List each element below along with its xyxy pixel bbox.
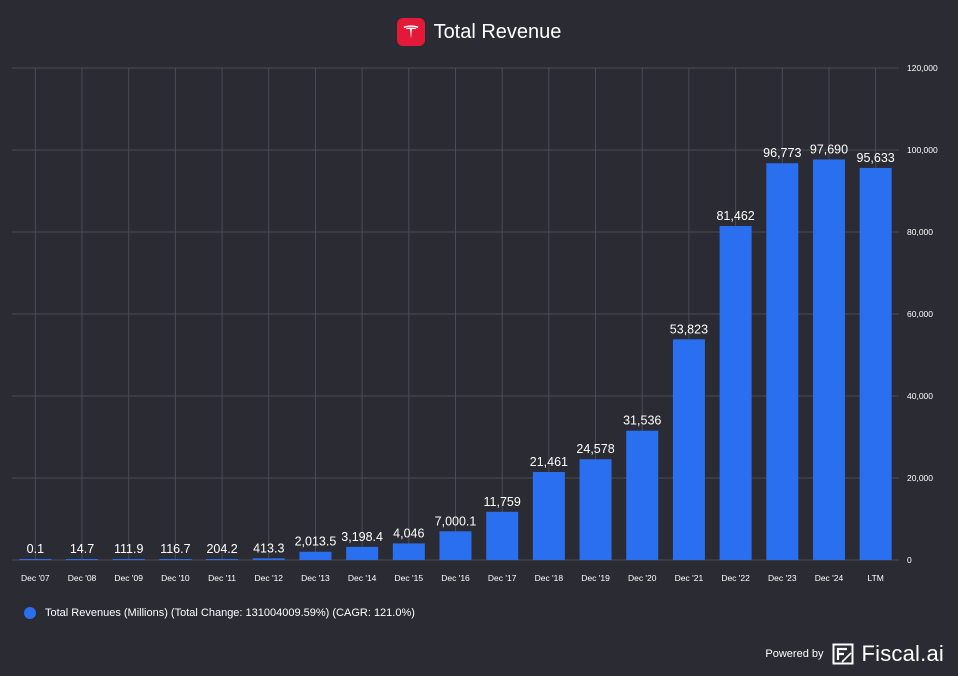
bar (719, 226, 752, 560)
x-tick-label: Dec '22 (721, 573, 750, 583)
fiscal-logo-icon (832, 643, 854, 665)
legend-dot-icon (24, 607, 36, 619)
bar-value-label: 97,690 (810, 142, 848, 156)
x-tick-label: Dec '15 (395, 573, 424, 583)
bar-value-label: 81,462 (716, 209, 754, 223)
x-tick-label: Dec '12 (254, 573, 283, 583)
bar (299, 551, 332, 560)
x-tick-label: Dec '23 (768, 573, 797, 583)
y-tick-label: 100,000 (907, 145, 938, 155)
bar-value-label: 14.7 (70, 542, 94, 556)
bar (206, 559, 239, 560)
bar-value-label: 116.7 (160, 542, 190, 556)
bar-value-label: 204.2 (206, 542, 237, 556)
legend-label: Total Revenues (Millions) (Total Change:… (45, 607, 415, 619)
x-tick-label: Dec '18 (535, 573, 564, 583)
y-tick-label: 0 (907, 555, 912, 565)
bar (392, 543, 425, 560)
bar-value-label: 53,823 (670, 322, 708, 336)
x-tick-label: Dec '11 (208, 573, 236, 583)
tesla-logo-icon (396, 18, 425, 46)
bar (346, 546, 379, 560)
bar-value-label: 111.9 (114, 542, 143, 556)
bar (66, 559, 99, 560)
x-tick-label: LTM (867, 573, 883, 583)
bar (626, 430, 659, 560)
bar-value-label: 2,013.5 (295, 535, 337, 549)
bar (579, 459, 612, 560)
bar-value-label: 3,198.4 (341, 530, 383, 544)
bar-value-label: 7,000.1 (435, 514, 477, 528)
bar (766, 163, 799, 560)
x-tick-label: Dec '08 (68, 573, 97, 583)
bar-value-label: 21,461 (530, 455, 568, 469)
x-tick-label: Dec '09 (114, 573, 143, 583)
x-tick-label: Dec '16 (441, 573, 470, 583)
y-tick-label: 80,000 (907, 227, 933, 237)
x-tick-label: Dec '19 (581, 573, 610, 583)
bar-value-label: 413.3 (253, 541, 284, 555)
bar (672, 339, 705, 560)
bar (859, 167, 892, 560)
y-tick-label: 20,000 (907, 473, 933, 483)
x-tick-label: Dec '20 (628, 573, 657, 583)
y-tick-label: 60,000 (907, 309, 933, 319)
bar-value-label: 11,759 (484, 495, 521, 509)
chart-header: Total Revenue (0, 16, 958, 48)
bar (439, 531, 472, 560)
x-tick-label: Dec '17 (488, 573, 517, 583)
bar-value-label: 95,633 (857, 151, 895, 165)
bar-value-label: 24,578 (576, 442, 614, 456)
powered-by-label: Powered by (765, 648, 824, 660)
x-tick-label: Dec '07 (21, 573, 50, 583)
bar (112, 559, 145, 560)
chart-legend[interactable]: Total Revenues (Millions) (Total Change:… (24, 604, 415, 622)
bar-value-label: 4,046 (393, 526, 424, 540)
bar (252, 558, 285, 560)
fiscal-brand-name: Fiscal.ai (861, 641, 944, 666)
x-tick-label: Dec '24 (815, 573, 844, 583)
bar (812, 159, 845, 560)
y-tick-label: 40,000 (907, 391, 933, 401)
bar-value-label: 31,536 (623, 414, 661, 428)
chart-title: Total Revenue (433, 20, 562, 43)
powered-by[interactable]: Powered by Fiscal.ai (765, 640, 944, 668)
x-tick-label: Dec '21 (675, 573, 704, 583)
bar-value-label: 0.1 (27, 542, 44, 556)
x-tick-label: Dec '13 (301, 573, 330, 583)
bar (19, 559, 52, 560)
bar (532, 472, 565, 560)
bar (159, 559, 192, 560)
x-tick-label: Dec '10 (161, 573, 190, 583)
y-tick-label: 120,000 (907, 63, 938, 73)
x-tick-label: Dec '14 (348, 573, 377, 583)
bar-value-label: 96,773 (763, 146, 801, 160)
bar (486, 511, 519, 560)
